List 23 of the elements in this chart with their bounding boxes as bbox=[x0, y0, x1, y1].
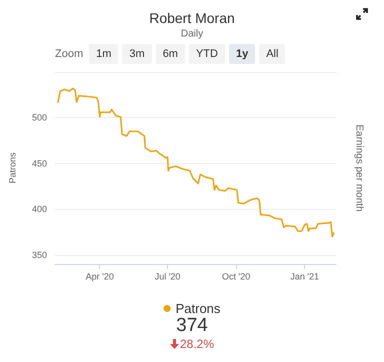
x-tick-label: Apr '20 bbox=[86, 272, 114, 282]
y-tick-label: 350 bbox=[32, 250, 47, 260]
text: 28.2% bbox=[180, 337, 214, 351]
text: All bbox=[259, 44, 286, 64]
line-series bbox=[57, 88, 335, 238]
x-tick-label: Oct '20 bbox=[222, 272, 250, 282]
text: YTD bbox=[188, 44, 225, 64]
y-tick-label: 400 bbox=[32, 204, 47, 214]
y-axis-title: Patrons bbox=[8, 152, 18, 184]
x-tick-label: Jul '20 bbox=[154, 272, 180, 282]
y2-axis-title: Earnings per month bbox=[354, 124, 364, 212]
text: 6m bbox=[156, 44, 185, 64]
chart-title: Robert Moran bbox=[149, 10, 235, 26]
text: 374 bbox=[175, 315, 209, 337]
x-tick-label: Jan '21 bbox=[290, 272, 320, 282]
text: Zoom bbox=[54, 47, 84, 62]
text: 1y bbox=[228, 44, 256, 64]
y-tick-label: 450 bbox=[32, 158, 47, 168]
legend-label: Patrons bbox=[176, 301, 221, 316]
text: 1m bbox=[89, 44, 118, 64]
text: 3m bbox=[122, 44, 152, 64]
chart-subtitle: Daily bbox=[180, 28, 204, 40]
y-tick-label: 500 bbox=[32, 112, 47, 123]
